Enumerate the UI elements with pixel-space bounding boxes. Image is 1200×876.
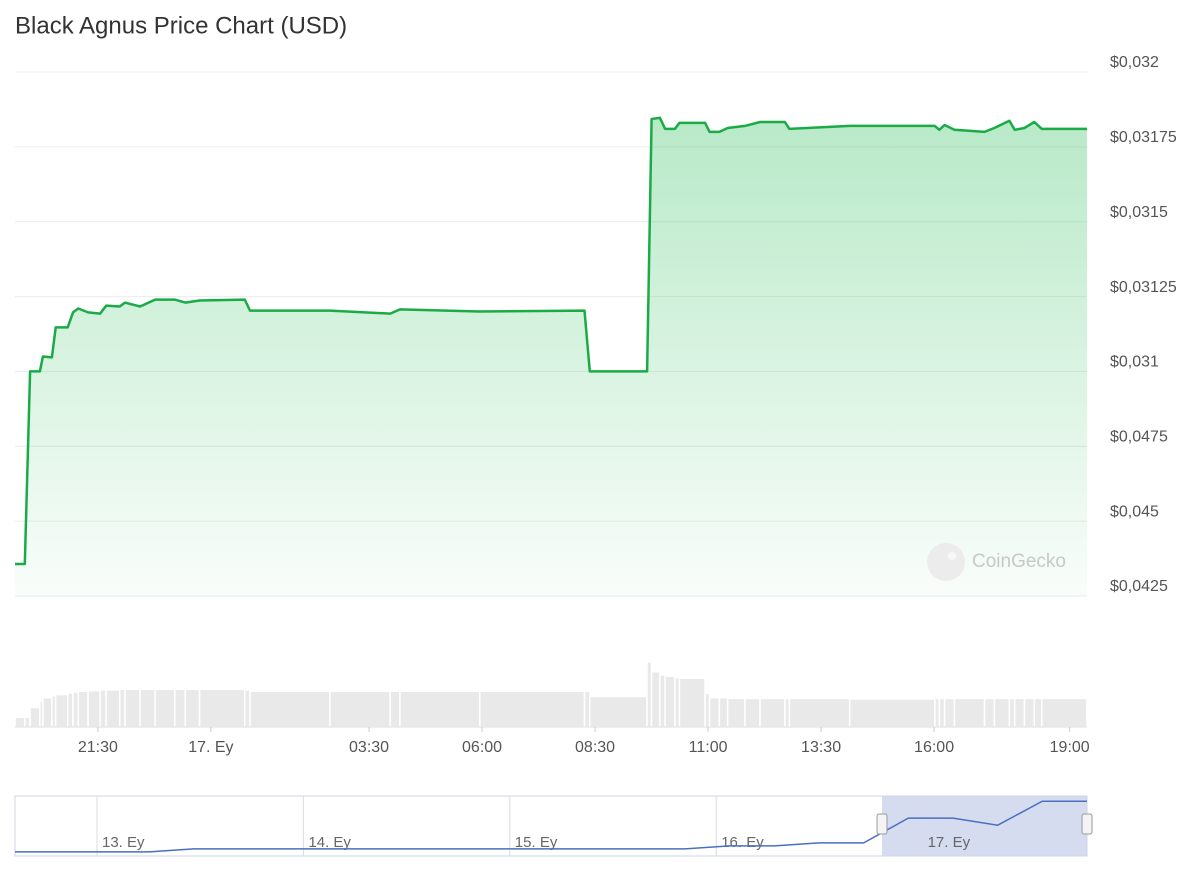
navigator-label: 13. Ey — [102, 834, 145, 851]
volume-bar — [678, 677, 706, 728]
volume-bar — [54, 693, 69, 728]
navigator-label: 16. Ey — [721, 834, 764, 851]
price-line — [15, 116, 1087, 566]
x-tick-label: 16:00 — [914, 739, 954, 756]
volume-bar — [708, 697, 721, 728]
x-tick-label: 11:00 — [689, 739, 728, 756]
volume-bar — [124, 688, 141, 728]
volume-bar — [249, 690, 331, 728]
volume-bar — [29, 706, 41, 728]
watermark-logo — [927, 543, 965, 581]
volume-bar — [993, 697, 1011, 728]
volume-bar — [1086, 697, 1089, 728]
y-tick-label: $0,0475 — [1110, 429, 1168, 446]
volume-bar — [154, 688, 176, 728]
volume-bar — [66, 692, 74, 728]
volume-bar — [788, 697, 851, 728]
volume-bar — [139, 688, 156, 728]
volume-bar — [664, 675, 676, 728]
volume-bar — [14, 716, 26, 728]
y-tick-label: $0,03175 — [1110, 129, 1177, 146]
x-tick-label: 06:00 — [462, 739, 502, 756]
x-tick-label: 17. Ey — [188, 739, 233, 756]
volume-bar — [953, 697, 986, 728]
volume-bar — [198, 688, 246, 728]
volume-bar — [389, 690, 401, 728]
volume-bar — [848, 698, 936, 728]
volume-bar — [87, 689, 101, 728]
navigator-label: 15. Ey — [515, 834, 558, 851]
navigator-selection[interactable] — [882, 796, 1087, 856]
volume-bar — [726, 697, 746, 728]
volume-bar — [650, 671, 661, 728]
volume-bar — [329, 690, 391, 728]
volume-bar — [659, 674, 666, 728]
chart-title: Black Agnus Price Chart (USD) — [15, 12, 347, 39]
volume-bar — [759, 697, 786, 728]
y-tick-label: $0,0425 — [1110, 578, 1168, 595]
volume-bar — [1023, 697, 1036, 728]
navigator-line — [15, 800, 1087, 853]
volume-bar — [1033, 697, 1043, 728]
volume-bar — [399, 690, 481, 728]
volume-bar — [1013, 697, 1026, 728]
volume-bar — [118, 688, 126, 728]
volume-bar — [99, 689, 107, 728]
x-tick-label: 08:30 — [575, 739, 615, 756]
y-tick-label: $0,045 — [1110, 503, 1159, 520]
navigator-handle[interactable] — [1081, 813, 1093, 835]
volume-bar — [77, 690, 89, 728]
volume-bar — [938, 697, 946, 728]
volume-bar — [244, 689, 251, 728]
volume-bar — [983, 697, 996, 728]
volume-bar — [718, 697, 729, 728]
volume-bar — [42, 697, 53, 728]
volume-bar — [1041, 697, 1088, 728]
volume-bar — [184, 688, 201, 728]
x-tick-label: 03:30 — [349, 739, 389, 756]
x-tick-label: 13:30 — [801, 739, 841, 756]
x-tick-label: 19:00 — [1050, 739, 1090, 756]
volume-bar — [479, 690, 586, 728]
navigator: 13. Ey 14. Ey 15. Ey 16. Ey 17. Ey — [15, 796, 1087, 856]
y-tick-label: $0,0315 — [1110, 204, 1168, 221]
volume-bar — [744, 697, 761, 728]
navigator-handle[interactable] — [876, 813, 888, 835]
y-tick-label: $0,031 — [1110, 354, 1159, 371]
volume-bar — [589, 695, 648, 728]
volume-bar — [105, 689, 121, 728]
y-tick-label: $0,032 — [1110, 54, 1159, 71]
navigator-label: 17. Ey — [928, 834, 971, 851]
y-tick-label: $0,03125 — [1110, 279, 1177, 296]
volume-bar — [583, 690, 591, 728]
volume-bar — [1008, 697, 1016, 728]
volume-bar — [72, 691, 80, 728]
volume-bar — [173, 688, 187, 728]
watermark: CoinGecko — [972, 551, 1066, 572]
volume-bar — [24, 716, 31, 728]
volume-bar — [943, 697, 956, 728]
price-area — [15, 117, 1087, 597]
navigator-label: 14. Ey — [308, 834, 351, 851]
x-tick-label: 21:30 — [78, 739, 118, 756]
